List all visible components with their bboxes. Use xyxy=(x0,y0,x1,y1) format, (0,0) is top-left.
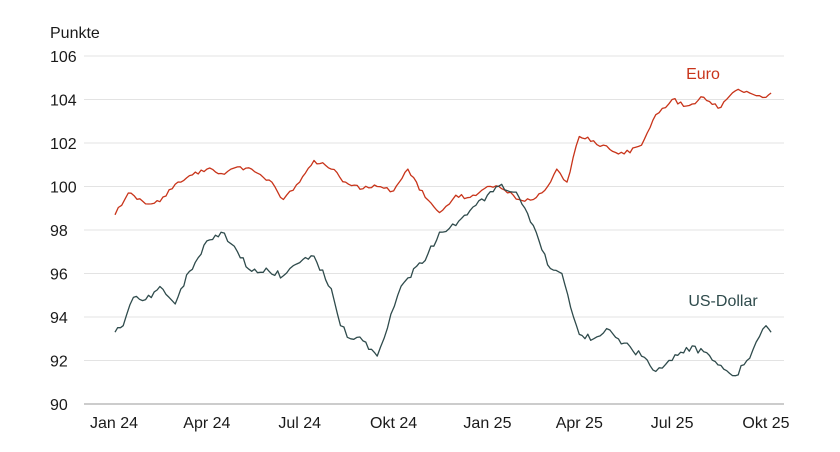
x-tick-label: Jul 24 xyxy=(278,415,321,432)
y-tick-label: 98 xyxy=(50,223,68,240)
series-line-euro xyxy=(114,88,772,216)
x-tick-label: Apr 25 xyxy=(556,415,603,432)
series-label: US-Dollar xyxy=(688,293,758,310)
y-tick-label: 90 xyxy=(50,397,68,414)
gridlines xyxy=(84,55,784,405)
series-label: Euro xyxy=(686,66,720,83)
y-tick-label: 106 xyxy=(50,49,77,66)
x-tick-label: Jan 25 xyxy=(463,415,511,432)
x-tick-label: Okt 24 xyxy=(370,415,417,432)
x-tick-label: Jan 24 xyxy=(90,415,138,432)
y-tick-label: 104 xyxy=(50,93,77,110)
series-lines xyxy=(114,88,772,377)
y-axis-unit-label: Punkte xyxy=(50,25,100,42)
y-tick-label: 102 xyxy=(50,136,77,153)
series-labels: Euro US-Dollar xyxy=(686,66,758,310)
y-tick-label: 100 xyxy=(50,180,77,197)
series-line-us-dollar xyxy=(114,183,772,377)
x-tick-label: Jul 25 xyxy=(651,415,694,432)
x-axis-ticks: Jan 24 Apr 24 Jul 24 Okt 24 Jan 25 Apr 25 Jul … xyxy=(90,415,790,432)
y-tick-label: 96 xyxy=(50,267,68,284)
x-tick-label: Apr 24 xyxy=(183,415,230,432)
y-tick-label: 92 xyxy=(50,354,68,371)
y-tick-label: 94 xyxy=(50,310,68,327)
y-axis-ticks: 90 92 94 96 98 100 102 104 106 xyxy=(50,49,77,414)
x-tick-label: Okt 25 xyxy=(742,415,789,432)
